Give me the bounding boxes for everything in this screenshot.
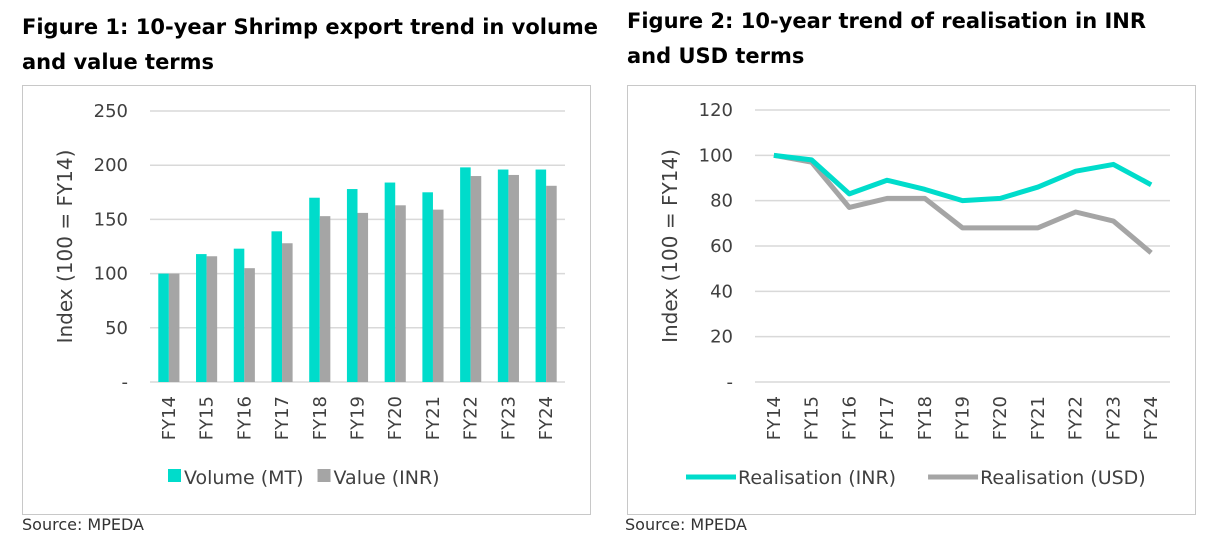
bar-volume-mt--fy19 — [346, 189, 358, 382]
x-tick-label: FY20 — [990, 396, 1011, 440]
x-tick-label: FY17 — [272, 396, 293, 440]
bar-volume-mt--fy16 — [233, 248, 245, 382]
line-realisation-usd- — [773, 152, 1153, 255]
figure1-source: Source: MPEDA — [22, 515, 144, 534]
x-tick-label: FY15 — [197, 396, 218, 440]
legend-swatch — [168, 469, 181, 482]
y-tick-label: 20 — [710, 327, 733, 348]
x-tick-label: FY21 — [1028, 396, 1049, 440]
figure2-chart-box — [627, 85, 1196, 515]
x-tick-label: FY18 — [310, 396, 331, 440]
line-realisation-inr- — [773, 152, 1153, 204]
y-axis-label: Index (100 = FY14) — [53, 150, 77, 344]
y-tick-label: 120 — [699, 100, 733, 121]
y-tick-label: - — [727, 372, 734, 393]
y-tick-label: 80 — [710, 191, 733, 212]
bar-volume-mt--fy20 — [384, 182, 396, 382]
figure2-title: Figure 2: 10-year trend of realisation i… — [627, 9, 1147, 68]
figure2-source: Source: MPEDA — [625, 515, 747, 534]
bar-value-inr--fy23 — [508, 174, 519, 382]
bar-volume-mt--fy18 — [309, 197, 320, 382]
y-tick-label: 250 — [94, 101, 128, 122]
x-tick-label: FY22 — [461, 396, 482, 440]
legend-label: Realisation (USD) — [980, 467, 1146, 489]
y-tick-label: 200 — [94, 155, 128, 176]
bar-value-inr--fy24 — [546, 185, 557, 382]
x-tick-label: FY19 — [953, 396, 974, 440]
legend-swatch — [317, 469, 331, 482]
y-tick-label: 60 — [710, 236, 733, 257]
bar-value-inr--fy20 — [395, 205, 406, 382]
x-tick-label: FY16 — [234, 396, 255, 440]
x-tick-label: FY14 — [764, 396, 785, 440]
bar-value-inr--fy14 — [168, 273, 180, 382]
x-tick-label: FY23 — [498, 396, 519, 440]
bar-volume-mt--fy24 — [535, 169, 547, 382]
figure1-chart-box — [22, 85, 591, 515]
x-tick-label: FY23 — [1103, 396, 1124, 440]
x-tick-label: FY21 — [423, 396, 444, 440]
x-tick-label: FY19 — [348, 396, 369, 440]
x-tick-label: FY18 — [915, 396, 936, 440]
figure1-title: Figure 1: 10-year Shrimp export trend in… — [22, 15, 599, 74]
legend-label: Value (INR) — [334, 467, 440, 489]
bar-value-inr--fy21 — [432, 209, 444, 382]
legend-label: Realisation (INR) — [738, 467, 896, 489]
bar-volume-mt--fy22 — [460, 167, 471, 382]
x-tick-label: FY20 — [385, 396, 406, 440]
x-tick-label: FY24 — [1141, 396, 1162, 440]
bar-value-inr--fy17 — [282, 243, 293, 382]
bar-volume-mt--fy14 — [158, 273, 169, 382]
bar-value-inr--fy19 — [357, 212, 369, 382]
bar-volume-mt--fy21 — [422, 192, 433, 382]
y-tick-label: - — [122, 372, 129, 393]
x-tick-label: FY17 — [877, 396, 898, 440]
bar-value-inr--fy18 — [319, 216, 331, 382]
x-tick-label: FY16 — [839, 396, 860, 440]
legend-label: Volume (MT) — [184, 467, 304, 489]
bar-value-inr--fy22 — [470, 176, 482, 382]
bar-value-inr--fy16 — [244, 268, 255, 382]
x-tick-label: FY14 — [159, 396, 180, 440]
x-tick-label: FY22 — [1066, 396, 1087, 440]
bar-volume-mt--fy15 — [196, 254, 207, 382]
x-tick-label: FY15 — [802, 396, 823, 440]
bar-value-inr--fy15 — [206, 256, 218, 382]
y-axis-label: Index (100 = FY14) — [658, 149, 682, 343]
y-tick-label: 40 — [710, 281, 733, 302]
y-tick-label: 100 — [94, 264, 128, 285]
y-tick-label: 150 — [94, 209, 128, 230]
x-tick-label: FY24 — [536, 396, 557, 440]
y-tick-label: 100 — [699, 145, 733, 166]
bar-volume-mt--fy23 — [497, 169, 509, 382]
bar-volume-mt--fy17 — [271, 231, 283, 382]
y-tick-label: 50 — [105, 318, 128, 339]
